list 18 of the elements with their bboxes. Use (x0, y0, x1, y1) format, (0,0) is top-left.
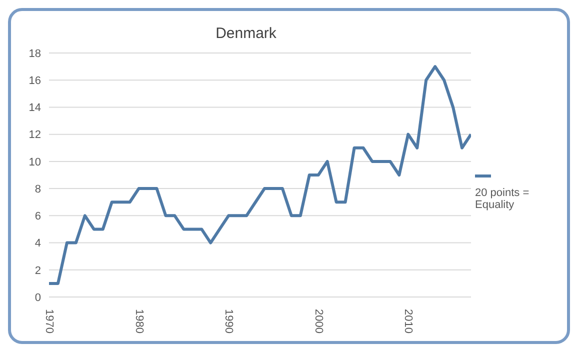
y-tick-label: 8 (34, 183, 41, 196)
y-tick-label: 2 (34, 264, 41, 277)
line-series (49, 65, 471, 285)
chart-title: Denmark (214, 24, 278, 44)
y-tick-label: 18 (28, 48, 41, 60)
x-tick-label: 1970 (43, 309, 55, 334)
x-tick-label: 2010 (402, 309, 414, 334)
x-tick-label: 1980 (132, 309, 145, 334)
x-tick-label: 1990 (222, 309, 235, 334)
y-tick-label: 14 (28, 102, 41, 114)
x-tick-label: 2000 (312, 309, 324, 334)
y-tick-label: 12 (28, 129, 41, 142)
y-tick-label: 16 (28, 75, 41, 88)
y-tick-label: 10 (28, 156, 41, 168)
y-tick-label: 0 (34, 292, 41, 304)
y-tick-label: 4 (34, 238, 41, 250)
y-tick-label: 6 (34, 210, 41, 223)
legend-label: 20 points = Equality (475, 187, 530, 211)
